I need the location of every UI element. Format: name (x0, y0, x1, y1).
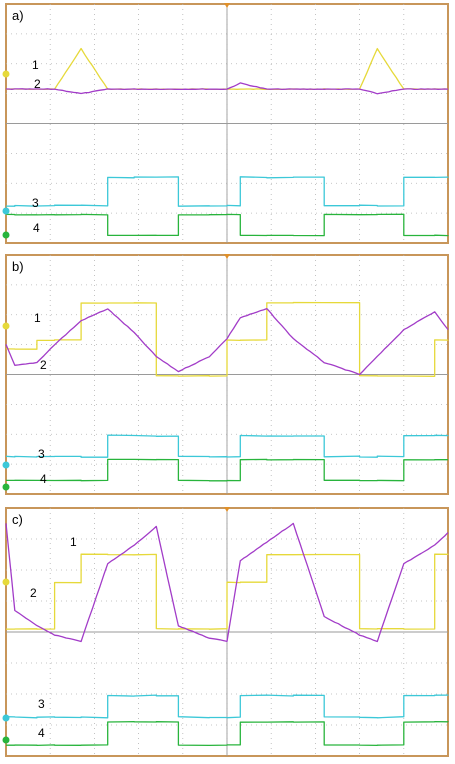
trace-label-4: 4 (33, 221, 40, 235)
trace-label-4: 4 (40, 472, 47, 486)
graticule (6, 4, 448, 243)
trace-label-3: 3 (38, 697, 45, 711)
channel-marker-icon (2, 207, 10, 215)
trace-ch2 (5, 307, 449, 376)
trigger-position-icon (224, 507, 230, 512)
channel-marker-icon (2, 322, 10, 330)
trace-ch4 (6, 720, 449, 747)
trace-ch2 (5, 522, 449, 643)
panel-label: c) (12, 512, 23, 527)
trace-ch3 (5, 176, 449, 207)
trace-label-1: 1 (70, 535, 77, 549)
trace-ch2 (6, 82, 449, 95)
channel-marker-icon (2, 483, 10, 491)
panel-label: a) (12, 8, 24, 23)
scope-panel: 1 2 3 4 b) (2, 254, 449, 495)
channel-marker-icon (2, 714, 10, 722)
trace-label-4: 4 (38, 726, 45, 740)
channel-marker-icon (2, 231, 10, 239)
trace-ch3 (5, 434, 449, 458)
panel-label: b) (12, 259, 24, 274)
scope-panel: 1 2 3 4 a) (2, 3, 449, 244)
channel-marker-icon (2, 70, 10, 78)
trace-label-2: 2 (40, 358, 47, 372)
trace-label-3: 3 (32, 196, 39, 210)
channel-marker-icon (2, 461, 10, 469)
trace-ch1 (5, 301, 449, 377)
trigger-position-icon (224, 3, 230, 8)
scope-panel: 1 2 3 4 c) (2, 507, 449, 757)
trace-label-1: 1 (34, 311, 41, 325)
trace-label-2: 2 (34, 77, 41, 91)
trace-label-1: 1 (32, 58, 39, 72)
trace-label-3: 3 (38, 447, 45, 461)
trace-ch4 (6, 458, 449, 482)
channel-marker-icon (2, 578, 10, 586)
trigger-position-icon (224, 254, 230, 259)
trace-ch4 (5, 213, 449, 237)
trace-ch3 (5, 694, 449, 719)
trace-ch1 (5, 47, 449, 91)
channel-marker-icon (2, 736, 10, 744)
trace-label-2: 2 (30, 586, 37, 600)
